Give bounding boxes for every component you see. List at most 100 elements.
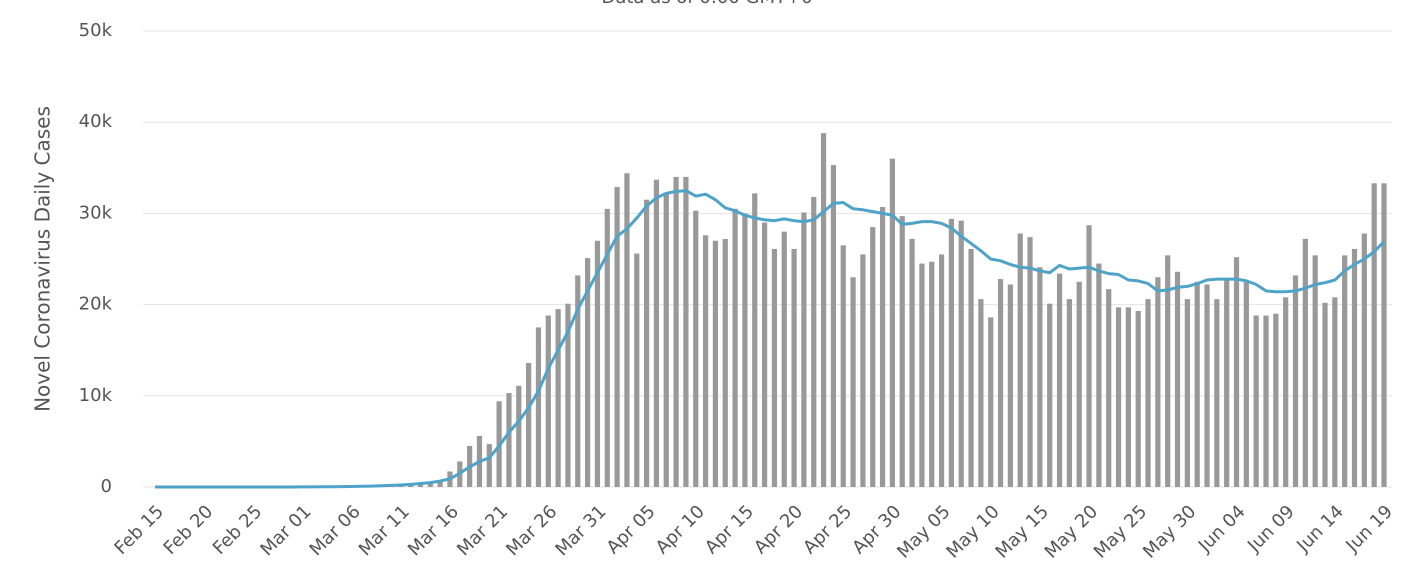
bar <box>634 253 640 487</box>
bar <box>555 309 561 487</box>
bar <box>1283 297 1289 487</box>
bar <box>702 235 709 487</box>
bar <box>968 248 974 487</box>
bar <box>1233 257 1240 487</box>
chart-subtitle: Data as of 0:00 GMT+0 <box>601 0 812 8</box>
y-tick-label: 10k <box>79 385 113 406</box>
bar <box>1135 310 1141 487</box>
bar <box>712 240 719 487</box>
bar <box>1184 299 1190 487</box>
bar <box>742 213 748 487</box>
x-tick-label: Jun 19 <box>1341 501 1397 557</box>
bar <box>870 227 876 487</box>
bar <box>1214 299 1220 487</box>
x-tick-label: Feb 15 <box>110 501 168 559</box>
bar <box>1086 225 1092 488</box>
bar <box>1076 281 1082 487</box>
bar <box>889 158 895 487</box>
x-tick-label: Mar 21 <box>453 501 512 560</box>
bar <box>830 165 837 487</box>
bar <box>594 240 601 487</box>
bar <box>752 193 758 487</box>
bar <box>526 362 532 487</box>
x-tick-label: Mar 26 <box>502 501 561 560</box>
bar <box>1361 233 1367 487</box>
x-tick-label: Feb 25 <box>209 501 267 559</box>
bar <box>929 261 935 487</box>
bar <box>1007 284 1013 487</box>
bar <box>1174 271 1181 487</box>
bar <box>535 327 542 487</box>
bar <box>909 238 915 487</box>
x-tick-label: Jun 14 <box>1292 501 1348 557</box>
bar <box>919 263 925 487</box>
bar <box>427 481 433 487</box>
x-tick-label: Mar 31 <box>551 501 610 560</box>
x-tick-label: May 25 <box>1090 501 1151 562</box>
y-axis-label: Novel Coronavirus Daily Cases <box>31 106 55 412</box>
bar <box>604 208 610 487</box>
bar <box>988 317 994 487</box>
bar <box>653 179 660 487</box>
x-tick-label: Jun 09 <box>1243 501 1299 557</box>
y-tick-label: 50k <box>79 20 113 41</box>
x-tick-label: May 20 <box>1041 501 1102 562</box>
x-tick-label: Apr 05 <box>603 501 660 558</box>
x-tick-label: Apr 15 <box>701 501 758 558</box>
bar <box>1125 307 1131 487</box>
x-tick-label: Mar 11 <box>355 501 414 560</box>
bar <box>624 173 630 487</box>
bar <box>614 186 620 487</box>
bar <box>1263 315 1269 487</box>
bar <box>948 218 954 487</box>
x-tick-label: Mar 16 <box>404 501 463 560</box>
bar <box>565 303 571 487</box>
bar <box>1204 284 1210 487</box>
bar <box>1106 289 1112 487</box>
x-tick-label: Apr 10 <box>652 501 709 558</box>
bar <box>516 385 522 487</box>
bar <box>1312 255 1318 487</box>
bar <box>958 220 964 488</box>
bar <box>1165 255 1171 487</box>
bar <box>644 199 650 487</box>
bar <box>585 258 591 487</box>
bar <box>1224 278 1230 487</box>
bar <box>997 279 1004 487</box>
bar <box>1302 238 1308 487</box>
x-tick-label: May 10 <box>942 501 1003 562</box>
x-tick-label: Mar 01 <box>256 501 315 560</box>
bar <box>506 393 512 487</box>
x-tick-label: Jun 04 <box>1194 501 1250 557</box>
bar <box>761 222 768 487</box>
bar <box>879 207 886 488</box>
bar <box>1342 255 1348 487</box>
bar <box>1322 302 1328 487</box>
bar <box>673 176 679 488</box>
y-tick-label: 20k <box>79 294 113 315</box>
bar <box>1292 275 1299 487</box>
bar <box>1332 297 1338 487</box>
bar <box>1037 267 1043 487</box>
bar <box>693 210 699 487</box>
bar <box>978 299 984 487</box>
x-tick-label: May 30 <box>1139 501 1200 562</box>
bar <box>1027 237 1033 487</box>
bar <box>781 231 787 487</box>
bar <box>860 254 866 487</box>
bar <box>486 444 492 487</box>
moving-average-line <box>155 189 1386 489</box>
y-tick-label: 40k <box>79 111 113 132</box>
bar <box>850 277 856 487</box>
bar <box>1351 248 1358 487</box>
x-tick-label: May 05 <box>893 501 954 562</box>
bar <box>1096 263 1102 487</box>
bar <box>1056 273 1063 487</box>
bar <box>938 254 945 487</box>
bar <box>1115 307 1122 487</box>
bar <box>1145 299 1151 487</box>
bar <box>1243 280 1249 487</box>
bar <box>575 275 581 487</box>
bar <box>811 196 817 487</box>
